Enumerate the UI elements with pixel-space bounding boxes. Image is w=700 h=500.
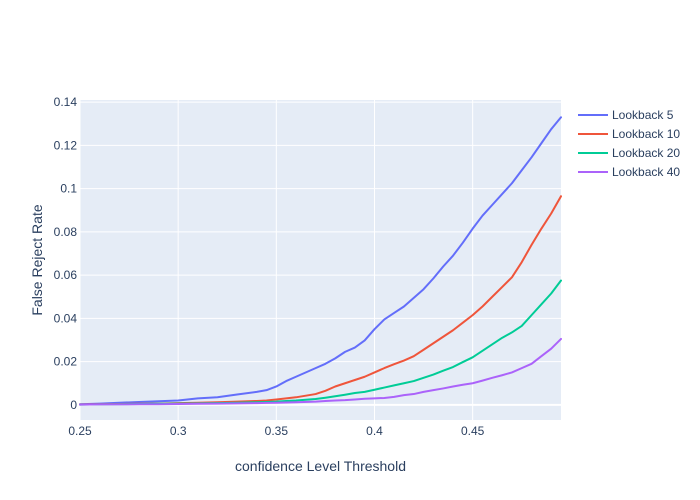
- series-line-lookback-5: [79, 116, 562, 406]
- grid-lines: [79, 100, 561, 420]
- legend-item[interactable]: Lookback 5: [578, 108, 674, 122]
- x-tick-label: 0.25: [68, 424, 92, 438]
- x-tick-label: 0.35: [265, 424, 289, 438]
- legend-label: Lookback 20: [612, 146, 680, 160]
- legend-item[interactable]: Lookback 20: [578, 146, 680, 160]
- plot-area: [80, 100, 561, 420]
- y-axis-title: False Reject Rate: [29, 204, 45, 315]
- x-axis-title: confidence Level Threshold: [235, 458, 406, 474]
- legend-label: Lookback 5: [612, 108, 674, 122]
- y-tick-label: 0.06: [54, 268, 78, 282]
- x-axis-ticks: 0.25 0.3 0.35 0.4 0.45: [68, 424, 484, 438]
- y-axis-ticks: 0 0.02 0.04 0.06 0.08 0.1 0.12 0.14: [54, 95, 78, 412]
- y-tick-label: 0.08: [54, 225, 78, 239]
- y-tick-label: 0.1: [60, 182, 77, 196]
- series-line-lookback-40: [79, 337, 562, 406]
- x-tick-label: 0.45: [461, 424, 485, 438]
- series-lines: [79, 116, 562, 406]
- x-tick-label: 0.3: [170, 424, 187, 438]
- legend: Lookback 5 Lookback 10 Lookback 20 Lookback…: [578, 108, 680, 179]
- x-tick-label: 0.4: [366, 424, 383, 438]
- y-tick-label: 0.12: [54, 138, 78, 152]
- legend-item[interactable]: Lookback 40: [578, 165, 680, 179]
- y-tick-label: 0.02: [54, 355, 78, 369]
- legend-item[interactable]: Lookback 10: [578, 127, 680, 141]
- legend-label: Lookback 10: [612, 127, 680, 141]
- legend-label: Lookback 40: [612, 165, 680, 179]
- y-tick-label: 0: [70, 398, 77, 412]
- y-tick-label: 0.04: [54, 311, 78, 325]
- y-tick-label: 0.14: [54, 95, 78, 109]
